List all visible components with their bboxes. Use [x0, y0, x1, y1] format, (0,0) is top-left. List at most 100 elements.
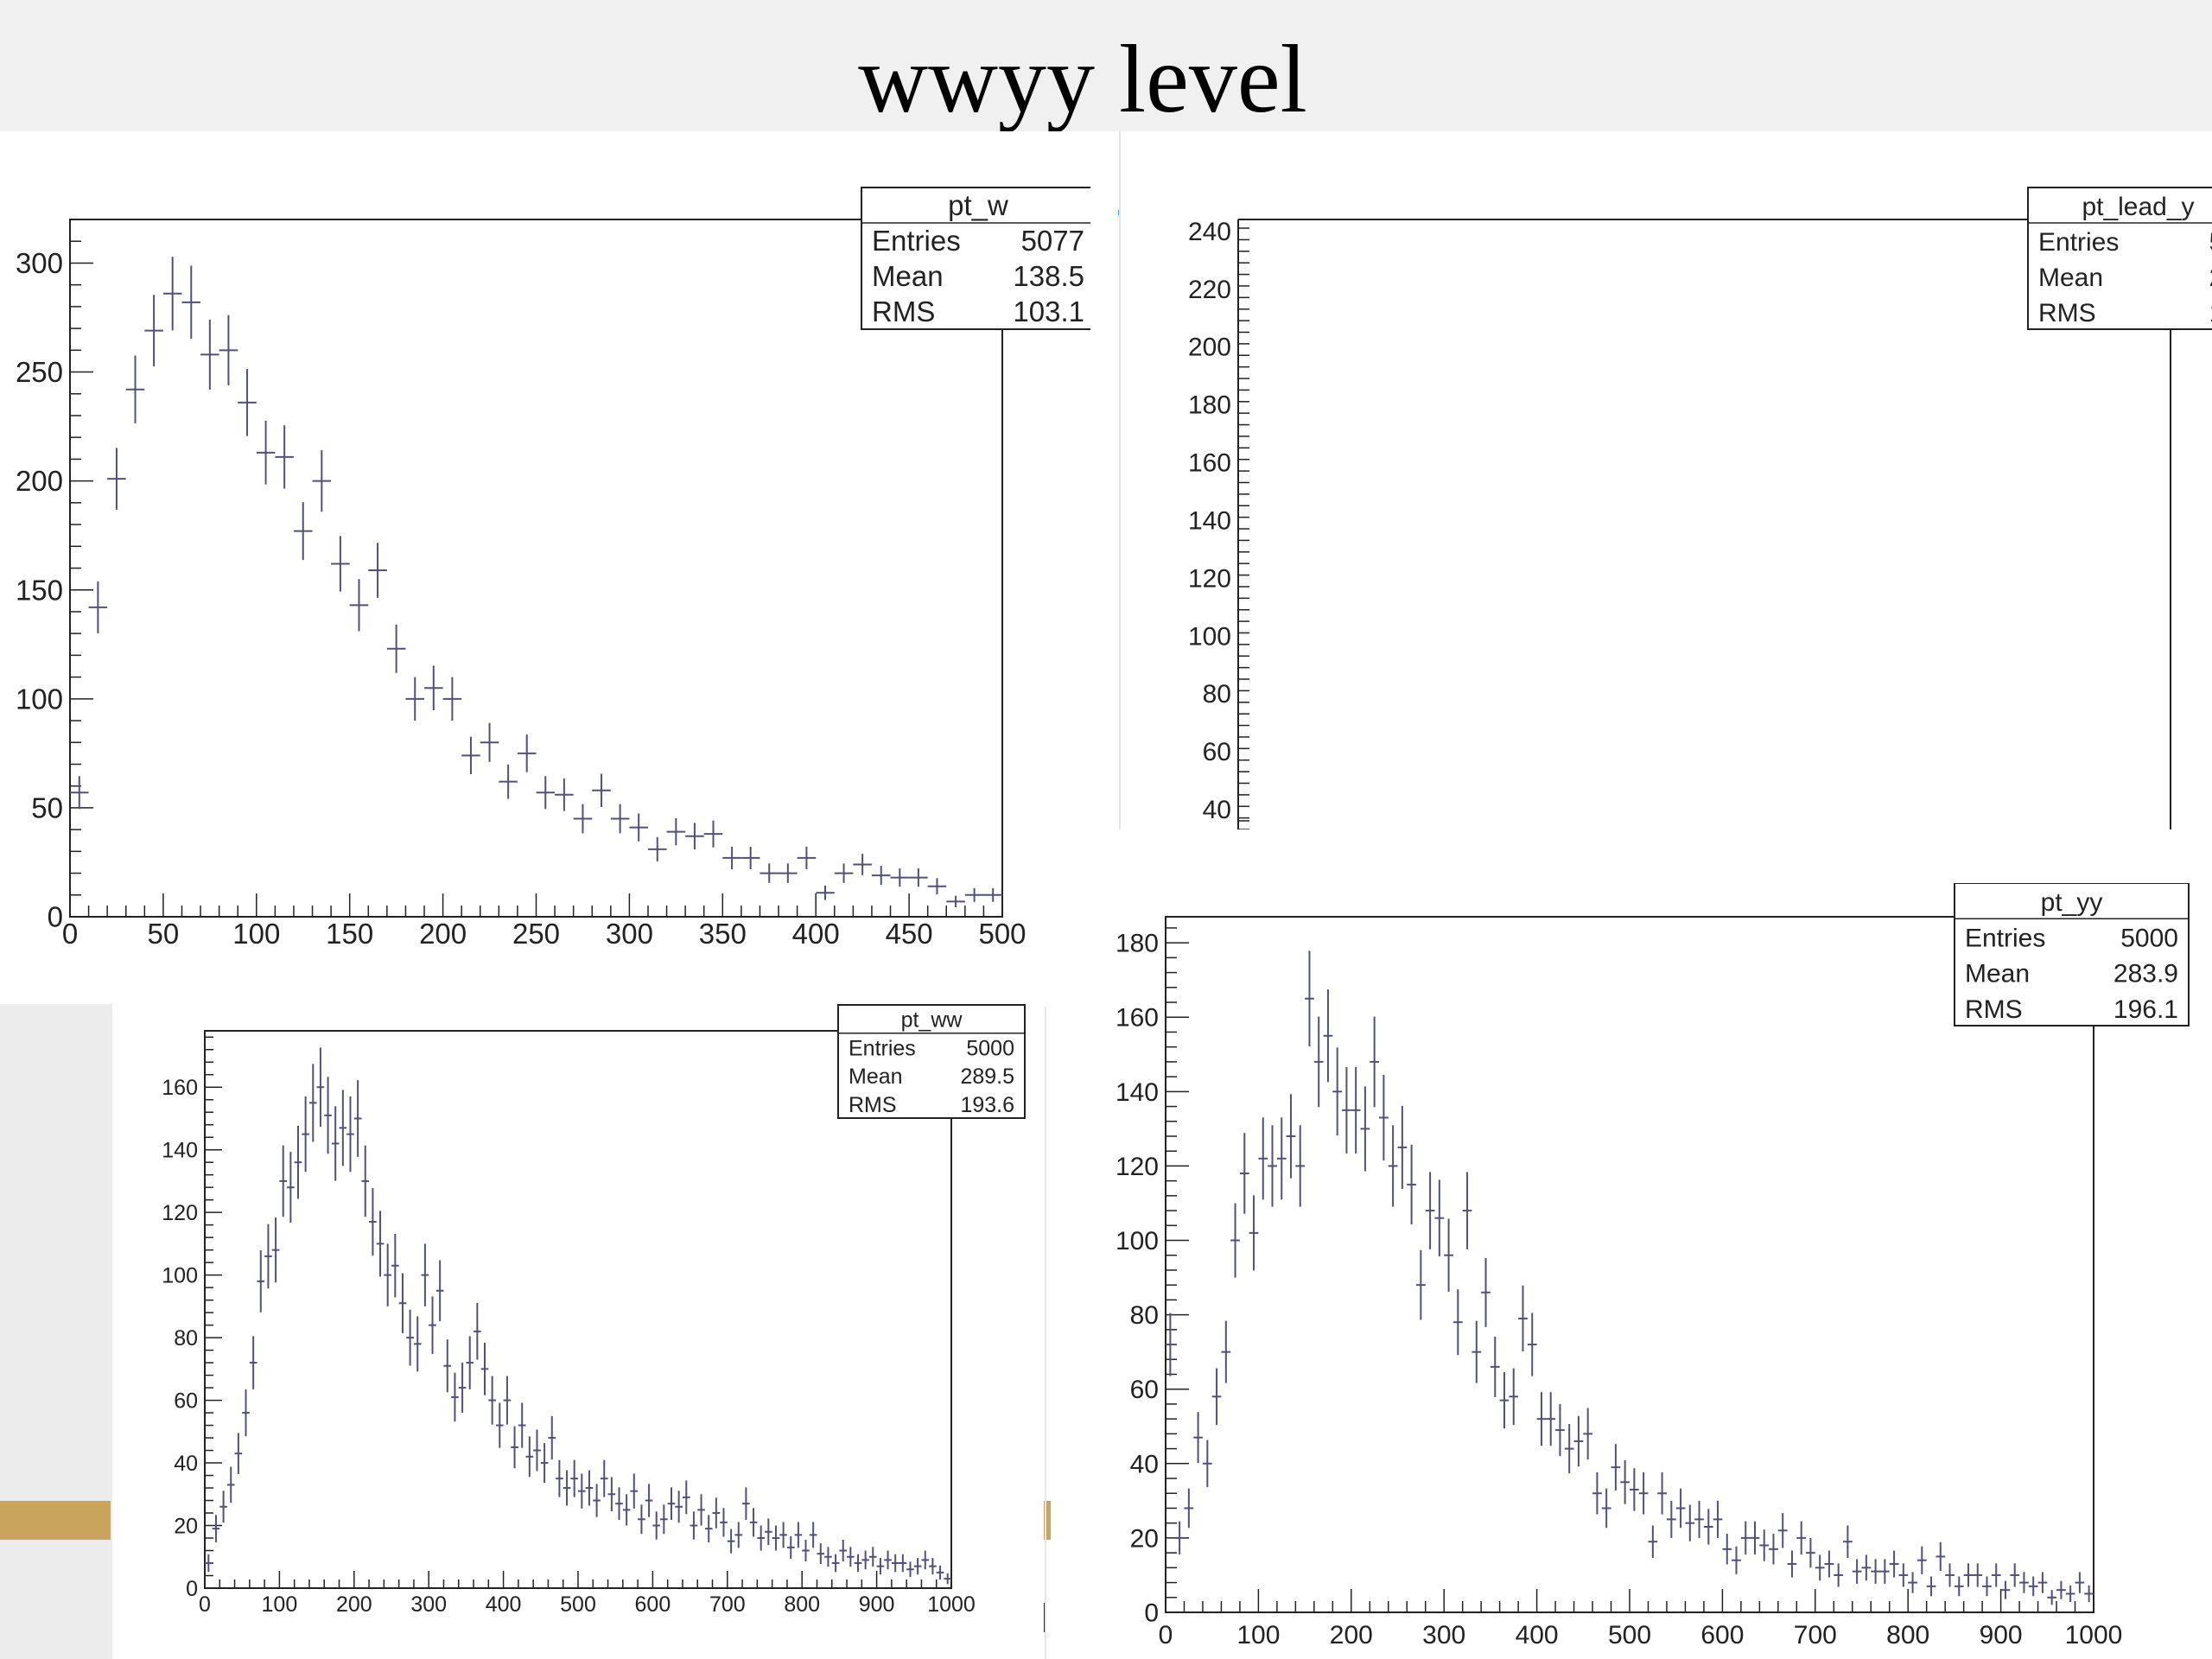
y-tick-label: 120 — [162, 1201, 198, 1225]
x-tick-label: 0 — [1159, 1621, 1173, 1649]
data-point — [271, 1217, 280, 1283]
data-point — [1740, 1521, 1751, 1555]
accent-bar-mid — [1042, 1501, 1051, 1540]
data-point — [1546, 1392, 1556, 1446]
data-point — [871, 866, 891, 886]
data-point — [742, 1487, 750, 1520]
stats-title: pt_lead_y — [2082, 193, 2194, 221]
data-point — [1462, 1172, 1472, 1249]
y-tick-label: 160 — [1116, 1004, 1159, 1033]
stats-box: pt_ww Entries 5000 Mean 289.5 RMS 193.6 — [837, 1004, 1026, 1119]
data-point — [1685, 1504, 1695, 1541]
x-tick-label: 1000 — [2065, 1621, 2123, 1649]
data-point — [1824, 1550, 1834, 1578]
stats-title: pt_yy — [2041, 888, 2103, 917]
data-point — [1379, 1074, 1389, 1161]
x-tick-label: 800 — [784, 1592, 820, 1617]
data-point — [1787, 1550, 1797, 1578]
chart-svg: 0 20 40 60 80 100 120 140 160 180 0 100 200 300 400 500… — [1116, 883, 2190, 1649]
data-point — [1211, 1368, 1222, 1426]
y-tick-label: 0 — [1144, 1599, 1159, 1628]
x-tick-label: 100 — [232, 918, 280, 950]
data-point — [899, 1554, 907, 1573]
data-point — [704, 1515, 713, 1542]
data-point — [331, 536, 350, 592]
data-point — [556, 1459, 563, 1497]
stats-label: Entries — [2038, 228, 2119, 257]
data-point — [1452, 1289, 1463, 1356]
data-point — [824, 1547, 832, 1567]
data-point — [802, 1539, 810, 1562]
stats-value: 283.9 — [2113, 960, 2178, 988]
data-point — [488, 1376, 496, 1425]
data-point — [1295, 1125, 1306, 1207]
x-tick-label: 300 — [1422, 1621, 1465, 1649]
data-point — [630, 1473, 639, 1509]
stats-value: 5077 — [1021, 225, 1084, 257]
data-point — [2065, 1585, 2075, 1603]
data-point — [876, 1558, 885, 1575]
y-tick-label: 80 — [1130, 1301, 1159, 1330]
data-point — [1166, 1313, 1175, 1376]
data-point — [809, 1522, 817, 1548]
data-point — [1703, 1509, 1713, 1545]
data-point — [570, 1459, 578, 1497]
x-tick-label: 1000 — [927, 1592, 976, 1617]
data-point — [1415, 1249, 1426, 1320]
data-point — [722, 846, 741, 870]
stats-label: Mean — [849, 1065, 903, 1089]
data-point — [495, 1402, 504, 1448]
data-point — [316, 1047, 325, 1128]
y-tick-label: 120 — [1116, 1153, 1159, 1181]
data-point — [162, 257, 182, 331]
stats-label: Entries — [872, 225, 961, 257]
data-point — [797, 846, 817, 870]
data-point — [727, 1529, 735, 1554]
data-point — [1239, 1133, 1249, 1214]
data-point — [1954, 1576, 1964, 1597]
data-point — [386, 624, 406, 673]
data-point — [1425, 1172, 1435, 1249]
data-point — [607, 1477, 616, 1512]
data-point — [1305, 950, 1314, 1047]
data-point — [1174, 1521, 1185, 1555]
y-tick-label: 40 — [174, 1452, 198, 1476]
data-point — [368, 543, 387, 598]
data-point — [421, 1243, 429, 1306]
data-point — [302, 1096, 309, 1173]
data-point — [451, 1372, 459, 1422]
data-point — [533, 1429, 541, 1471]
data-point — [503, 1376, 512, 1425]
data-point — [125, 355, 145, 423]
data-point — [1370, 1016, 1380, 1108]
data-point — [1732, 1546, 1741, 1574]
data-point — [339, 1090, 347, 1166]
data-point — [279, 1145, 288, 1217]
data-point — [1592, 1471, 1602, 1515]
x-tick-label: 100 — [262, 1592, 298, 1617]
data-point — [287, 1152, 295, 1224]
data-point — [1611, 1444, 1621, 1491]
data-point — [353, 1080, 362, 1157]
data-point — [638, 1504, 645, 1535]
data-point — [205, 1554, 213, 1573]
stats-label: RMS — [1965, 995, 2023, 1024]
data-point — [1861, 1554, 1872, 1581]
data-point — [946, 895, 965, 908]
data-point — [2047, 1590, 2057, 1605]
data-point — [1648, 1525, 1658, 1558]
data-point — [667, 1487, 676, 1520]
histogram-pt-lead-y: 40 60 80 100 120 140 160 180 200 220 240 pt_lead_y E… — [1121, 131, 2212, 830]
data-point — [443, 1339, 452, 1393]
data-point — [921, 1550, 930, 1570]
data-point — [2019, 1572, 2029, 1593]
data-point — [1536, 1392, 1547, 1446]
data-point — [1583, 1408, 1593, 1460]
background-panel — [0, 1004, 112, 1659]
y-tick-label: 40 — [1203, 796, 1231, 824]
x-tick-label: 500 — [1608, 1621, 1651, 1649]
data-point — [435, 1260, 444, 1322]
x-tick-label: 800 — [1886, 1621, 1929, 1649]
data-point — [757, 1525, 765, 1551]
data-point — [312, 449, 332, 512]
